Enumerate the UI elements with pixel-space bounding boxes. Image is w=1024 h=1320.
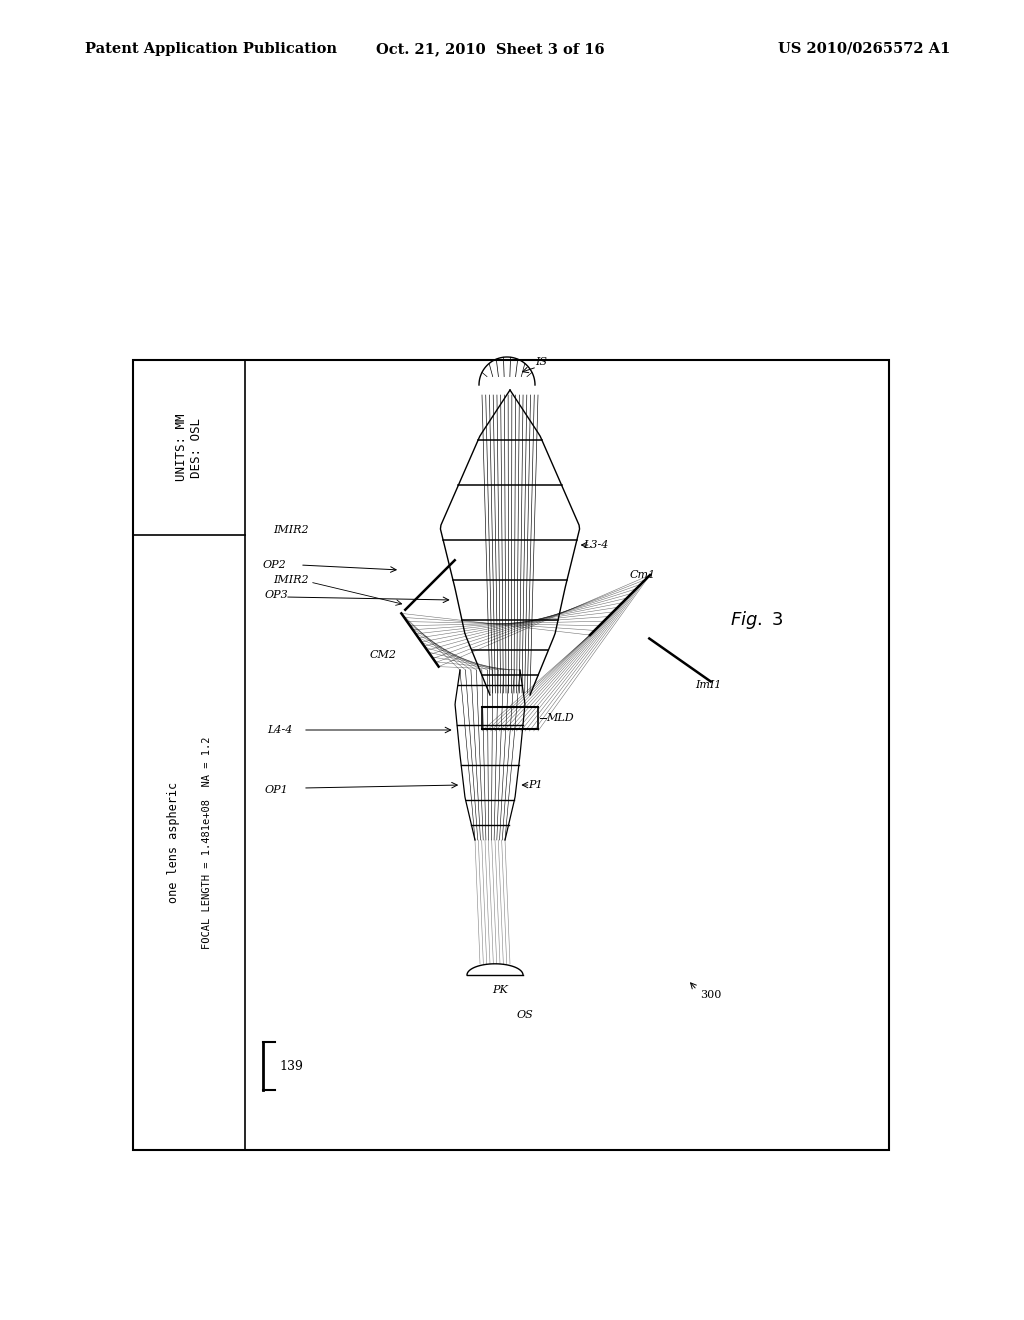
Text: CM2: CM2 [370,649,397,660]
Text: $\it{Fig.\ 3}$: $\it{Fig.\ 3}$ [730,609,783,631]
Text: PK: PK [493,985,508,995]
Text: L4-4: L4-4 [267,725,293,735]
Text: OP2: OP2 [263,560,287,570]
Bar [133,360,889,1150]
Text: FOCAL LENGTH = 1.481e+08  NA = 1.2: FOCAL LENGTH = 1.481e+08 NA = 1.2 [202,737,212,949]
Text: ImI1: ImI1 [695,680,721,690]
Text: Patent Application Publication: Patent Application Publication [85,42,337,55]
Text: UNITS: MM
DES: OSL: UNITS: MM DES: OSL [175,413,203,482]
Text: Cm1: Cm1 [630,570,656,579]
Text: L3-4: L3-4 [584,540,609,550]
Text: 300: 300 [700,990,721,1001]
Text: IS: IS [535,356,547,367]
Text: US 2010/0265572 A1: US 2010/0265572 A1 [777,42,950,55]
Text: MLD: MLD [546,713,573,723]
Text: IMIR2: IMIR2 [273,576,308,585]
Text: 139: 139 [279,1060,303,1072]
Text: OP1: OP1 [265,785,289,795]
Text: IMIR2: IMIR2 [273,525,308,535]
Text: OP3: OP3 [265,590,289,601]
Text: one lens aspheric: one lens aspheric [168,781,180,903]
Text: OS: OS [517,1010,534,1020]
Text: Oct. 21, 2010  Sheet 3 of 16: Oct. 21, 2010 Sheet 3 of 16 [376,42,604,55]
Text: P1: P1 [528,780,543,789]
